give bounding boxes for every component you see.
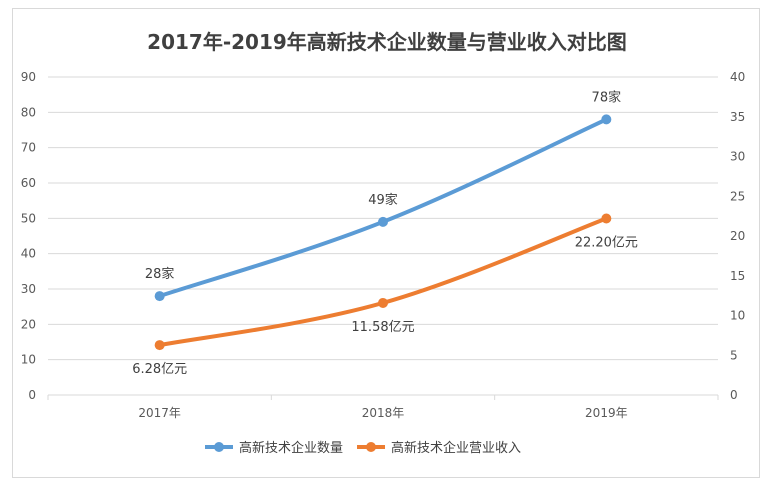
right-tick-label: 0: [730, 388, 738, 402]
series-layer: 28家 49家 78家 6.28亿元 11.58亿元 22.20亿元: [132, 89, 638, 377]
data-point-2: [378, 297, 388, 308]
data-point-1: [378, 216, 388, 227]
right-tick-label: 25: [730, 189, 745, 203]
right-tick-label: 20: [730, 229, 745, 243]
x-tick-label: 2019年: [585, 406, 628, 420]
data-label-2: 22.20亿元: [575, 236, 638, 251]
left-tick-label: 90: [21, 70, 36, 84]
right-tick-label: 30: [730, 150, 745, 164]
right-tick-label: 15: [730, 269, 745, 283]
left-tick-label: 30: [21, 282, 36, 296]
data-label-1: 78家: [592, 89, 622, 105]
left-tick-label: 20: [21, 317, 36, 331]
left-y-axis: 0 10 20 30 40 50 60 70 80 90: [21, 70, 36, 402]
left-tick-label: 10: [21, 353, 36, 367]
data-label-1: 49家: [368, 192, 398, 208]
legend-swatch-marker-1: [214, 442, 224, 452]
data-label-2: 11.58亿元: [351, 320, 414, 335]
right-tick-label: 5: [730, 348, 738, 362]
left-tick-label: 70: [21, 141, 36, 155]
left-tick-label: 80: [21, 105, 36, 119]
legend-swatch-marker-2: [366, 442, 377, 452]
right-tick-label: 35: [730, 110, 745, 124]
x-axis: 2017年 2018年 2019年: [47, 395, 719, 420]
data-point-2: [601, 213, 612, 224]
left-tick-label: 50: [21, 211, 36, 225]
data-point-1: [601, 114, 612, 125]
right-y-axis: 0 5 10 15 20 25 30 35 40: [730, 70, 745, 402]
legend-label-2: 高新技术企业营业收入: [391, 440, 521, 456]
right-tick-label: 40: [730, 70, 745, 84]
data-label-1: 28家: [145, 266, 175, 282]
data-point-1: [154, 291, 165, 302]
legend: 高新技术企业数量 高新技术企业营业收入: [205, 440, 521, 456]
left-tick-label: 0: [28, 388, 36, 402]
chart-title: 2017年-2019年高新技术企业数量与营业收入对比图: [147, 30, 627, 54]
left-tick-label: 60: [21, 176, 36, 190]
data-label-2: 6.28亿元: [132, 362, 187, 377]
right-tick-label: 10: [730, 309, 745, 323]
x-tick-label: 2018年: [362, 406, 405, 420]
chart-frame: 2017年-2019年高新技术企业数量与营业收入对比图 0 10 20 30 40 50 6…: [12, 8, 760, 478]
left-tick-label: 40: [21, 247, 36, 261]
x-tick-label: 2017年: [138, 406, 181, 420]
legend-label-1: 高新技术企业数量: [239, 440, 343, 456]
data-point-2: [154, 340, 165, 351]
line-chart: 2017年-2019年高新技术企业数量与营业收入对比图 010203040506…: [21, 30, 746, 456]
